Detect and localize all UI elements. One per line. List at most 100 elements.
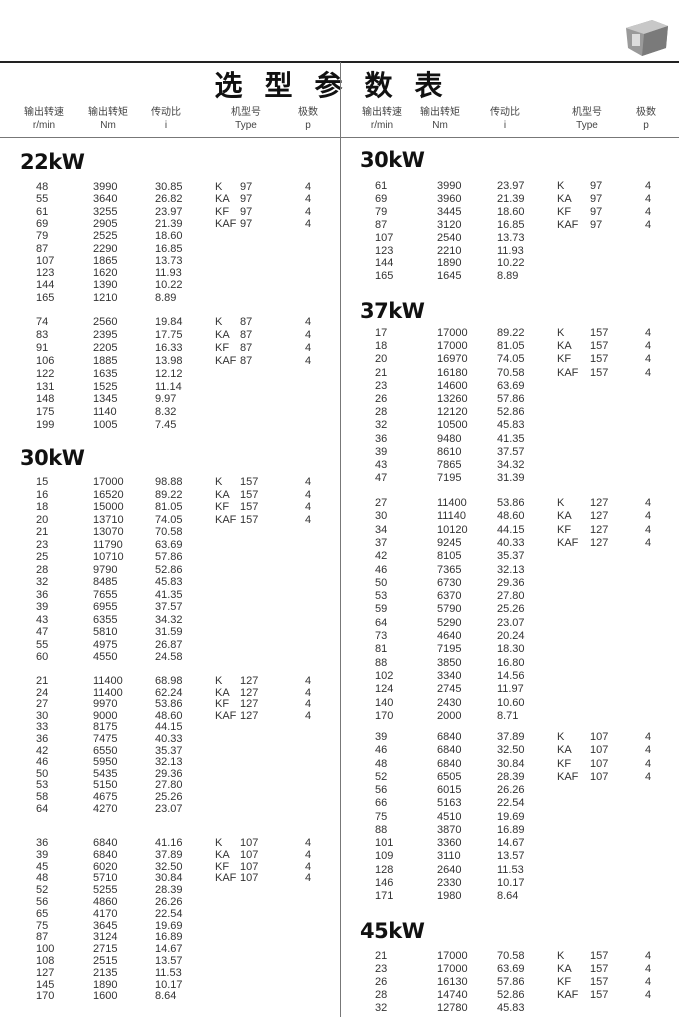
poles-cell: 4: [305, 848, 312, 861]
ratio-cell: 11.93: [155, 267, 182, 280]
torque-cell: 6505: [437, 770, 462, 783]
poles-cell: 4: [645, 192, 652, 205]
type-series-cell: KAF: [557, 366, 579, 379]
ratio-cell: 52.86: [155, 563, 183, 576]
torque-cell: 5255: [93, 884, 118, 897]
torque-cell: 3110: [437, 850, 461, 863]
column-header-ratio: 传动比 i: [480, 106, 530, 132]
torque-cell: 6840: [437, 744, 462, 757]
speed-cell: 124: [375, 683, 394, 696]
ratio-cell: 19.69: [497, 810, 525, 823]
type-series-cell: KF: [557, 353, 572, 366]
speed-cell: 107: [36, 254, 55, 267]
ratio-cell: 45.83: [497, 1002, 525, 1014]
speed-cell: 170: [36, 990, 55, 1003]
ratio-cell: 70.58: [497, 366, 525, 379]
torque-cell: 1865: [93, 254, 118, 267]
torque-cell: 17000: [437, 327, 468, 339]
type-size-cell: 127: [240, 675, 259, 687]
column-header-poles: 极数 p: [283, 106, 333, 132]
type-series-cell: KA: [215, 193, 230, 206]
ratio-cell: 18.60: [497, 205, 525, 218]
speed-cell: 106: [36, 354, 55, 367]
speed-cell: 175: [36, 406, 55, 419]
speed-cell: 64: [375, 616, 388, 629]
torque-cell: 9480: [437, 432, 462, 445]
torque-cell: 10120: [437, 523, 468, 536]
torque-cell: 4640: [437, 630, 462, 642]
torque-cell: 3850: [437, 656, 462, 669]
speed-cell: 122: [36, 367, 55, 380]
ratio-cell: 16.85: [497, 218, 525, 231]
ratio-cell: 70.58: [497, 950, 525, 962]
ratio-cell: 89.22: [155, 488, 183, 501]
header-unit: r/min: [32, 120, 56, 131]
type-series-cell: KF: [215, 698, 230, 711]
speed-cell: 18: [375, 340, 388, 353]
speed-cell: 75: [36, 919, 49, 932]
speed-cell: 47: [375, 472, 388, 485]
torque-cell: 7195: [437, 643, 462, 656]
torque-cell: 2135: [93, 966, 118, 979]
ratio-cell: 27.80: [497, 590, 525, 603]
speed-cell: 56: [375, 784, 388, 796]
poles-cell: 4: [305, 354, 312, 367]
poles-cell: 4: [645, 497, 652, 509]
speed-cell: 73: [375, 630, 388, 642]
speed-cell: 100: [36, 943, 55, 956]
poles-cell: 4: [645, 770, 652, 783]
torque-cell: 2210: [437, 244, 462, 257]
type-series-cell: KAF: [557, 218, 579, 231]
torque-cell: 13710: [93, 513, 124, 526]
torque-cell: 17000: [437, 950, 468, 962]
type-size-cell: 87: [240, 328, 253, 341]
type-series-cell: K: [557, 497, 565, 509]
torque-cell: 1635: [93, 367, 118, 380]
header-unit: Type: [576, 120, 598, 131]
type-size-cell: 157: [590, 340, 609, 353]
torque-cell: 5163: [437, 797, 462, 810]
speed-cell: 64: [36, 802, 49, 815]
speed-cell: 43: [375, 459, 388, 471]
speed-cell: 24: [36, 686, 49, 699]
speed-cell: 28: [375, 989, 388, 1001]
speed-cell: 18: [36, 501, 49, 513]
ratio-cell: 35.37: [155, 744, 183, 757]
torque-cell: 2525: [93, 230, 118, 243]
torque-cell: 5435: [93, 767, 118, 780]
torque-cell: 1645: [437, 270, 462, 283]
column-header-speed: 输出转速 r/min: [19, 106, 69, 132]
speed-cell: 81: [375, 643, 388, 656]
ratio-cell: 13.57: [155, 955, 183, 967]
speed-cell: 123: [375, 244, 394, 257]
poles-cell: 4: [305, 698, 312, 711]
poles-cell: 4: [305, 316, 312, 328]
ratio-cell: 40.33: [155, 733, 183, 745]
ratio-cell: 21.39: [497, 192, 525, 205]
type-series-cell: K: [215, 181, 223, 193]
type-series-cell: KA: [215, 848, 230, 861]
ratio-cell: 25.26: [155, 791, 183, 803]
speed-cell: 170: [375, 709, 394, 722]
torque-cell: 4975: [93, 638, 118, 651]
speed-cell: 33: [36, 721, 49, 734]
type-size-cell: 127: [590, 510, 609, 523]
torque-cell: 4675: [93, 791, 118, 803]
poles-cell: 4: [305, 205, 312, 218]
type-series-cell: KA: [557, 340, 572, 353]
poles-cell: 4: [305, 872, 312, 885]
speed-cell: 101: [375, 837, 394, 849]
power-heading: 37kW: [360, 299, 425, 323]
ratio-cell: 20.24: [497, 630, 525, 642]
header-unit: r/min: [370, 120, 394, 131]
speed-cell: 146: [375, 876, 394, 889]
type-size-cell: 107: [240, 848, 259, 861]
type-series-cell: K: [557, 731, 565, 743]
torque-cell: 4550: [93, 651, 118, 663]
poles-cell: 4: [645, 989, 652, 1001]
torque-cell: 14600: [437, 379, 468, 392]
ratio-cell: 16.89: [155, 931, 183, 944]
torque-cell: 6840: [437, 731, 462, 743]
ratio-cell: 34.32: [497, 459, 525, 471]
speed-cell: 39: [375, 731, 388, 743]
